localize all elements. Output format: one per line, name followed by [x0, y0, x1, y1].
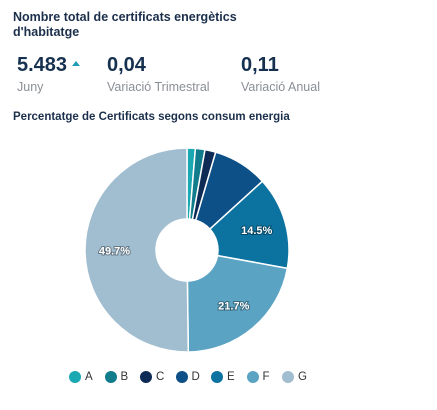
legend-item-C[interactable]: C	[140, 371, 176, 383]
kpi-total-label: Juny	[17, 80, 44, 94]
chart-legend: A B C D E F G	[69, 371, 318, 383]
kpi-quarterly-value: 0,04	[107, 54, 146, 76]
legend-item-A[interactable]: A	[69, 371, 105, 383]
donut-chart: 14.5% 21.7% 49.7%	[84, 147, 290, 353]
legend-item-E[interactable]: E	[211, 371, 247, 383]
data-label-F: 21.7%	[218, 300, 249, 312]
kpi-total-value: 5.483	[17, 53, 81, 77]
donut-slice-F[interactable]	[186, 254, 289, 353]
legend-label: A	[85, 371, 93, 383]
kpi-annual-label: Variació Anual	[241, 80, 320, 94]
chart-title: Percentatge de Certificats segons consum…	[13, 111, 290, 123]
legend-label: G	[298, 371, 307, 383]
legend-dot-icon	[104, 371, 117, 383]
data-label-G: 49.7%	[99, 245, 130, 257]
kpi-total-number: 5.483	[17, 54, 68, 76]
kpi-annual: 0,11 Variació Anual	[241, 53, 320, 94]
legend-label: D	[191, 371, 200, 383]
kpi-total: 5.483 Juny	[17, 53, 81, 94]
legend-dot-icon	[282, 371, 294, 383]
legend-label: C	[156, 371, 165, 383]
legend-label: B	[120, 371, 129, 383]
kpi-annual-value: 0,11	[241, 54, 279, 76]
kpi-quarterly: 0,04 Variació Trimestral	[107, 53, 210, 94]
legend-dot-icon	[175, 371, 188, 383]
legend-label: E	[227, 371, 235, 383]
legend-item-D[interactable]: D	[175, 371, 212, 383]
kpi-title: Nombre total de certificats energètics d…	[13, 10, 237, 39]
kpi-quarterly-label: Variació Trimestral	[107, 80, 210, 94]
donut-slice-E[interactable]	[208, 180, 290, 270]
trend-up-icon	[72, 61, 81, 66]
donut-slice-G[interactable]	[84, 147, 190, 353]
data-label-E: 14.5%	[241, 225, 272, 237]
legend-dot-icon	[140, 371, 152, 383]
legend-dot-icon	[246, 371, 259, 383]
legend-dot-icon	[211, 371, 223, 383]
legend-item-F[interactable]: F	[246, 371, 283, 383]
legend-label: F	[262, 371, 270, 383]
legend-item-G[interactable]: G	[282, 371, 318, 383]
legend-dot-icon	[69, 371, 81, 383]
legend-item-B[interactable]: B	[104, 371, 141, 383]
